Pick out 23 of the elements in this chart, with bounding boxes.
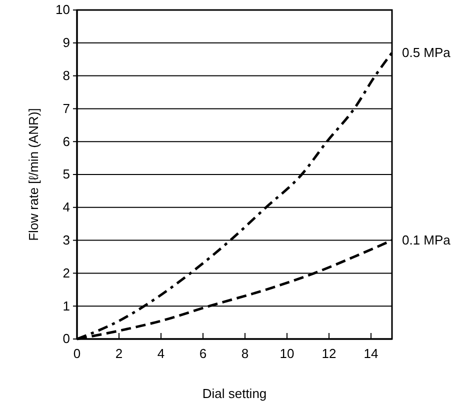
series-label: 0.5 MPa (402, 44, 452, 60)
x-axis-title: Dial setting (202, 386, 267, 401)
x-tick-label: 2 (115, 346, 123, 362)
series-label: 0.1 MPa (402, 232, 452, 248)
x-tick-label: 10 (280, 346, 294, 362)
y-tick-label: 1 (62, 298, 70, 314)
y-tick-label: 3 (62, 232, 70, 248)
y-tick-label: 8 (62, 68, 70, 83)
x-tick-label: 6 (199, 346, 207, 362)
x-tick-label: 14 (364, 346, 378, 362)
y-tick-label: 2 (62, 265, 70, 280)
y-tick-label: 7 (62, 100, 70, 116)
y-tick-label: 6 (62, 134, 70, 149)
y-tick-label: 0 (62, 331, 70, 346)
y-axis-title: Flow rate [ℓ/min (ANR)] (26, 108, 41, 241)
y-tick-label: 9 (62, 35, 70, 50)
x-tick-label: 4 (157, 346, 165, 362)
y-tick-label: 10 (56, 2, 70, 18)
y-tick-label: 5 (62, 166, 70, 182)
y-tick-label: 4 (62, 200, 70, 215)
x-tick-label: 0 (73, 346, 81, 362)
x-tick-label: 8 (241, 346, 249, 362)
x-tick-label: 12 (322, 346, 336, 362)
